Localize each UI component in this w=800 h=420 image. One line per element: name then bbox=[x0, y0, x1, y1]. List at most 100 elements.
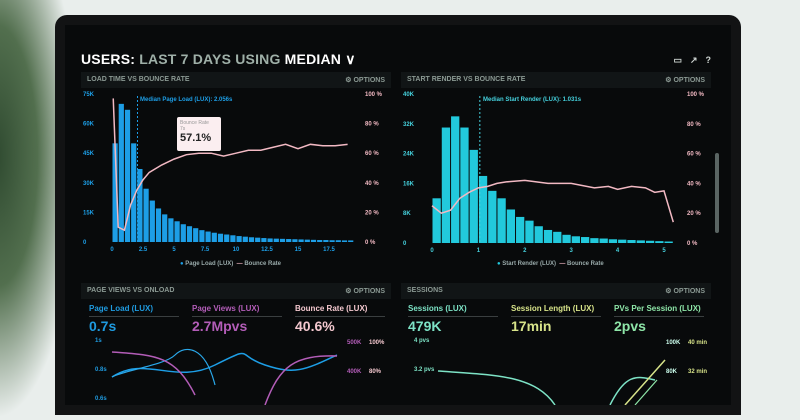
histogram-bar bbox=[143, 188, 149, 242]
histogram-bar bbox=[267, 238, 273, 242]
title-using: USING bbox=[235, 51, 281, 67]
pageviews-options-button[interactable]: ⚙ OPTIONS bbox=[345, 288, 385, 295]
histogram-bar bbox=[645, 240, 655, 243]
kpi-value: 2pvs bbox=[614, 318, 646, 334]
sessions-panel-header: SESSIONS ⚙ OPTIONS bbox=[401, 283, 711, 299]
x-tick-label: 2 bbox=[523, 248, 527, 254]
monitor-icon[interactable]: ▭ bbox=[673, 55, 682, 65]
histogram-bar bbox=[599, 238, 608, 243]
histogram-bar bbox=[224, 234, 230, 242]
y-tick-label: 30K bbox=[83, 181, 95, 187]
y-tick-label: 32K bbox=[403, 122, 415, 128]
y-tick-label: 400K bbox=[347, 369, 362, 375]
pvs-per-session-line bbox=[634, 379, 658, 405]
histogram-bar bbox=[236, 236, 242, 242]
histogram-bar bbox=[534, 226, 543, 243]
y-tick-label: 3.2 pvs bbox=[414, 367, 435, 373]
y-tick-label: 40K bbox=[403, 92, 415, 98]
share-icon[interactable]: ↗ bbox=[689, 55, 698, 65]
y-tick-label: 0.8s bbox=[95, 367, 107, 373]
y-tick-label: 8K bbox=[403, 211, 411, 217]
y2-tick-label: 100 % bbox=[365, 92, 383, 98]
y-tick-label: 4 pvs bbox=[414, 338, 430, 344]
page-title[interactable]: USERS: LAST 7 DAYS USING MEDIAN ∨ bbox=[81, 51, 356, 68]
y2-tick-label: 100 % bbox=[687, 92, 705, 98]
bounce-tooltip: Bounce Rate 7s 57.1% bbox=[177, 117, 221, 151]
render-median-label: Median Start Render (LUX): 1.031s bbox=[483, 97, 582, 103]
histogram-bar bbox=[304, 239, 310, 242]
histogram-bar bbox=[329, 240, 335, 242]
load-options-button[interactable]: ⚙ OPTIONS bbox=[345, 77, 385, 84]
histogram-bar bbox=[131, 143, 137, 242]
histogram-bar bbox=[242, 236, 248, 242]
histogram-bar bbox=[211, 232, 217, 242]
title-stat: MEDIAN bbox=[284, 51, 342, 67]
histogram-bar bbox=[273, 238, 279, 242]
histogram-bar bbox=[543, 229, 553, 243]
y-tick-label: 100K bbox=[666, 340, 681, 346]
chevron-down-icon[interactable]: ∨ bbox=[345, 51, 356, 67]
render-options-button[interactable]: ⚙ OPTIONS bbox=[665, 77, 705, 84]
histogram-bar bbox=[516, 216, 525, 243]
histogram-bar bbox=[230, 235, 236, 242]
render-legend: ● Start Render (LUX) — Bounce Rate bbox=[497, 261, 604, 267]
kpi-label: Session Length (LUX) bbox=[511, 304, 601, 317]
histogram-bar bbox=[261, 238, 267, 242]
histogram-bar bbox=[571, 236, 580, 243]
histogram-bar bbox=[205, 231, 211, 242]
histogram-bar bbox=[168, 218, 174, 242]
histogram-bar bbox=[193, 228, 199, 242]
histogram-bar bbox=[636, 240, 645, 243]
y2-tick-label: 60 % bbox=[365, 151, 379, 157]
histogram-bar bbox=[199, 230, 205, 242]
x-tick-label: 10 bbox=[233, 247, 240, 253]
y2-tick-label: 40 min bbox=[688, 340, 707, 346]
histogram-bar bbox=[310, 239, 317, 242]
y-tick-label: 24K bbox=[403, 152, 415, 158]
y-tick-label: 0 bbox=[403, 241, 407, 247]
histogram-bar bbox=[149, 200, 155, 242]
histogram-bar bbox=[478, 175, 488, 243]
sessions-line bbox=[437, 370, 656, 405]
kpi-label: PVs Per Session (LUX) bbox=[614, 304, 704, 317]
histogram-bar bbox=[488, 190, 497, 243]
histogram-bar bbox=[627, 240, 636, 243]
y2-tick-label: 0 % bbox=[687, 241, 698, 247]
x-tick-label: 12.5 bbox=[261, 247, 273, 253]
bounce-rate-line bbox=[431, 179, 674, 223]
sessions-options-button[interactable]: ⚙ OPTIONS bbox=[665, 288, 705, 295]
load-panel-header: LOAD TIME VS BOUNCE RATE ⚙ OPTIONS bbox=[81, 72, 391, 88]
page-views-line bbox=[111, 351, 338, 405]
histogram-bar bbox=[112, 143, 118, 242]
histogram-bar bbox=[590, 238, 599, 243]
title-prefix: USERS: bbox=[81, 51, 136, 67]
histogram-bar bbox=[497, 198, 506, 243]
y2-tick-label: 40 % bbox=[365, 181, 379, 187]
y2-tick-label: 80% bbox=[369, 369, 382, 375]
histogram-bar bbox=[118, 103, 124, 242]
load-legend: ● Page Load (LUX) — Bounce Rate bbox=[180, 261, 282, 267]
bounce-rate-line bbox=[112, 98, 348, 232]
y2-tick-label: 100% bbox=[369, 340, 385, 346]
histogram-bar bbox=[298, 239, 304, 242]
y2-tick-label: 60 % bbox=[687, 152, 701, 158]
histogram-bar bbox=[618, 239, 627, 243]
x-tick-label: 0 bbox=[430, 248, 434, 254]
histogram-bar bbox=[608, 239, 618, 243]
sessions-panel-title: SESSIONS bbox=[407, 287, 443, 294]
histogram-bar bbox=[186, 226, 193, 242]
y-tick-label: 75K bbox=[83, 92, 95, 98]
y-tick-label: 60K bbox=[83, 122, 95, 128]
page-load-line-2 bbox=[111, 348, 216, 386]
kpi-value: 0.7s bbox=[89, 318, 117, 334]
histogram-bar bbox=[553, 231, 562, 243]
histogram-bar bbox=[292, 239, 298, 242]
histogram-bar bbox=[162, 214, 168, 242]
y-tick-label: 500K bbox=[347, 340, 362, 346]
x-tick-label: 5 bbox=[172, 247, 176, 253]
kpi-value: 40.6% bbox=[295, 318, 335, 334]
scrollbar[interactable] bbox=[715, 153, 719, 233]
title-range: LAST 7 DAYS bbox=[139, 51, 232, 67]
help-icon[interactable]: ? bbox=[705, 55, 712, 65]
